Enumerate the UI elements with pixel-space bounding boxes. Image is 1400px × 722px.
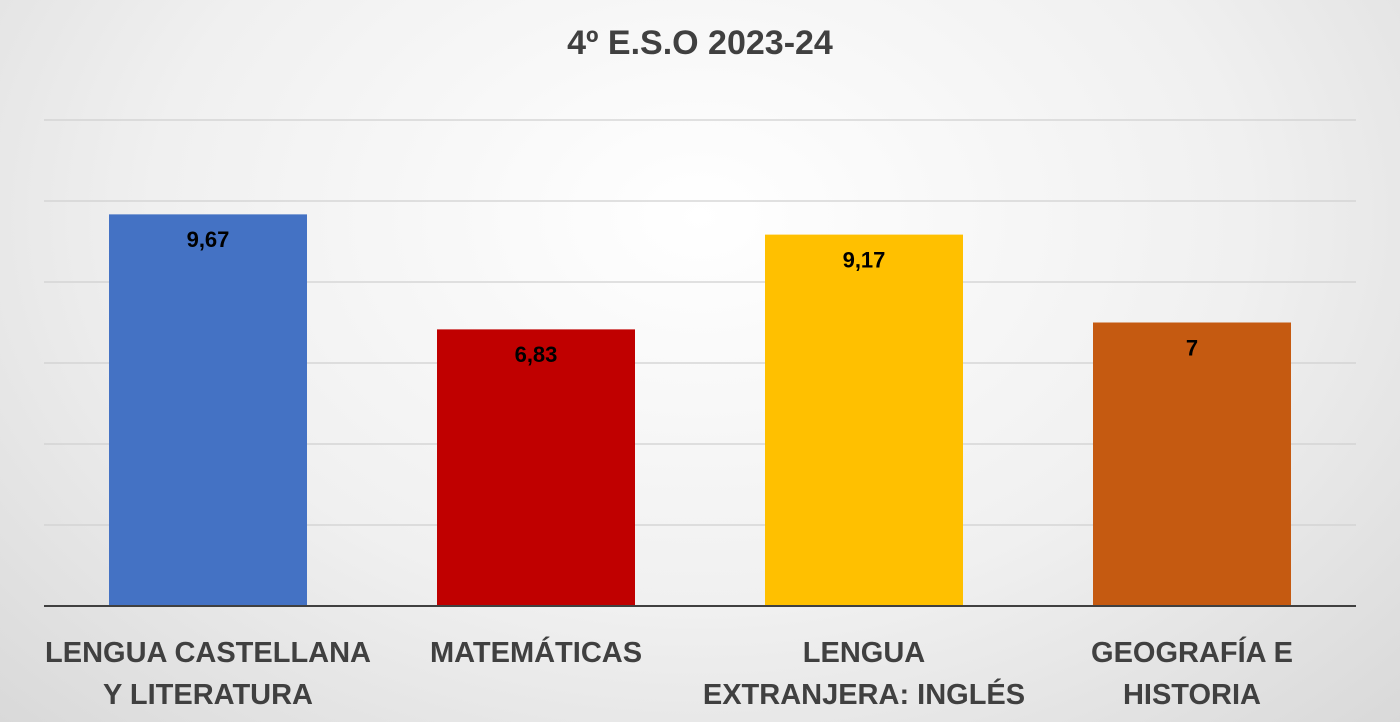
value-label: 9,67 [187, 227, 230, 252]
value-label: 9,17 [843, 247, 886, 272]
bar [109, 214, 307, 607]
bar [765, 234, 963, 607]
bar [437, 329, 635, 606]
bar [1093, 322, 1291, 606]
x-tick-label: GEOGRAFÍA E HISTORIA [1091, 637, 1293, 711]
x-tick-label: MATEMÁTICAS [429, 637, 643, 669]
chart-title: 4º E.S.O 2023-24 [567, 24, 833, 62]
value-label: 7 [1186, 335, 1198, 360]
x-tick-label: LENGUA CASTELLANA Y LITERATURA [45, 637, 371, 711]
value-label: 6,83 [515, 342, 558, 367]
x-tick-label: LENGUA EXTRANJERA: INGLÉS [702, 637, 1026, 711]
